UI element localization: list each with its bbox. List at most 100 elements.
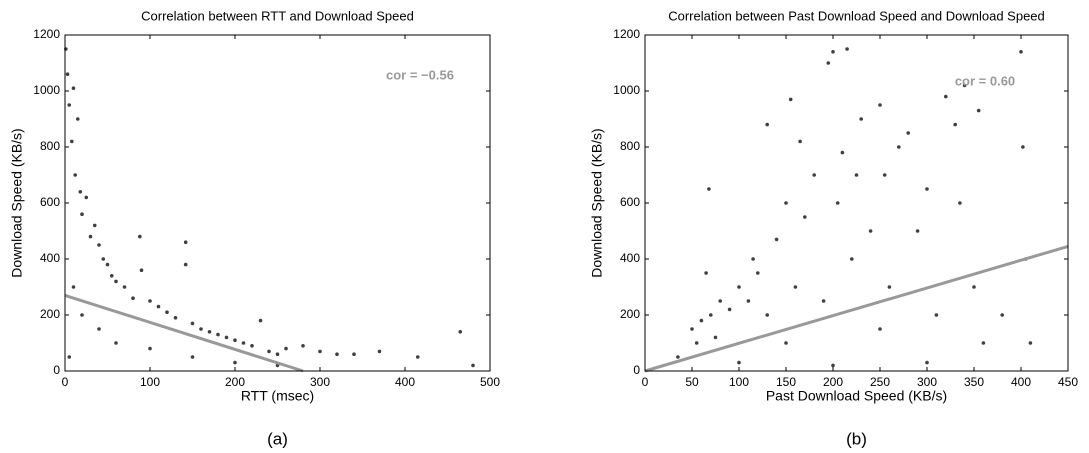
scatter-point: [101, 257, 106, 261]
y-tick-label: 200: [40, 307, 60, 321]
scatter-point: [88, 234, 93, 239]
scatter-point: [944, 94, 948, 99]
scatter-point: [737, 285, 741, 289]
scatter-point: [318, 349, 322, 354]
scatter-point: [713, 335, 718, 340]
scatter-point: [114, 279, 118, 284]
scatter-point: [746, 299, 751, 303]
scatter-point: [165, 310, 169, 315]
scatter-point: [953, 122, 957, 127]
scatter-point: [803, 215, 807, 219]
scatter-point: [65, 72, 70, 76]
y-tick-label: 1200: [613, 27, 640, 41]
scatter-point: [190, 355, 195, 359]
scatter-point: [138, 234, 142, 239]
scatter-point: [71, 86, 76, 90]
scatter-point: [109, 274, 114, 278]
scatter-point: [906, 131, 910, 135]
scatter-point: [73, 173, 77, 177]
scatter-point: [925, 360, 929, 365]
x-tick-label: 50: [685, 375, 699, 389]
scatter-point: [1021, 145, 1025, 149]
scatter-point: [335, 352, 339, 357]
scatter-point: [868, 229, 873, 233]
scatter-point: [84, 195, 89, 200]
scatter-point: [765, 122, 769, 127]
y-axis-label: Download Speed (KB/s): [9, 128, 25, 277]
scatter-point: [105, 262, 110, 267]
scatter-point: [301, 344, 305, 348]
scatter-point: [887, 285, 892, 289]
scatter-point: [826, 61, 831, 65]
scatter-point: [962, 83, 967, 88]
scatter-point: [699, 318, 704, 323]
y-tick-label: 800: [620, 139, 640, 153]
scatter-point: [934, 313, 939, 317]
scatter-point: [704, 271, 708, 275]
scatter-point: [972, 285, 976, 289]
x-tick-label: 100: [140, 375, 160, 389]
scatter-point: [275, 352, 280, 357]
scatter-point: [694, 341, 699, 345]
scatter-point: [707, 187, 711, 191]
x-tick-label: 200: [823, 375, 843, 389]
y-tick-label: 0: [633, 363, 640, 377]
x-tick-label: 200: [225, 375, 245, 389]
x-tick-label: 0: [62, 375, 69, 389]
x-tick-label: 250: [870, 375, 890, 389]
scatter-point: [224, 335, 229, 340]
scatter-point: [80, 212, 84, 216]
scatter-point: [676, 355, 680, 359]
x-tick-label: 400: [395, 375, 415, 389]
y-tick-label: 1200: [33, 27, 60, 41]
caption: (b): [846, 429, 867, 448]
scatter-point: [216, 332, 220, 337]
scatter-point: [250, 344, 254, 348]
fit-line: [644, 244, 1069, 373]
scatter-point: [976, 108, 981, 113]
scatter-point: [258, 318, 263, 323]
scatter-point: [415, 355, 420, 359]
scatter-point: [756, 271, 760, 275]
y-tick-label: 1000: [613, 83, 640, 97]
scatter-point: [788, 97, 793, 102]
scatter-point: [233, 360, 237, 365]
scatter-point: [690, 327, 694, 331]
chart-title: Correlation between Past Download Speed …: [668, 8, 1045, 23]
scatter-point: [190, 321, 195, 326]
scatter-point: [139, 268, 144, 273]
caption: (a): [267, 429, 288, 448]
y-tick-label: 800: [40, 139, 60, 153]
scatter-point: [148, 299, 152, 303]
scatter-point: [798, 139, 802, 144]
x-tick-label: 300: [917, 375, 937, 389]
scatter-point: [70, 139, 74, 144]
scatter-point: [267, 349, 271, 354]
scatter-point: [878, 103, 882, 107]
scatter-point: [878, 327, 882, 331]
scatter-point: [925, 187, 929, 191]
scatter-point: [835, 201, 840, 205]
scatter-point: [812, 173, 816, 177]
scatter-point: [156, 304, 161, 309]
x-axis-label: RTT (msec): [241, 388, 314, 404]
scatter-point: [67, 355, 72, 359]
scatter-point: [183, 240, 188, 244]
x-tick-label: 0: [642, 375, 649, 389]
annotation: cor = −0.56: [386, 67, 454, 82]
scatter-point: [78, 190, 83, 194]
scatter-point: [241, 341, 246, 345]
scatter-point: [882, 173, 887, 177]
scatter-point: [233, 338, 237, 343]
scatter-point: [67, 103, 72, 107]
scatter-point: [751, 257, 755, 261]
x-tick-label: 300: [310, 375, 330, 389]
y-tick-label: 600: [40, 195, 60, 209]
x-tick-label: 150: [776, 375, 796, 389]
scatter-point: [1019, 50, 1023, 54]
scatter-point: [131, 296, 135, 301]
y-tick-label: 0: [53, 363, 60, 377]
scatter-point: [784, 341, 788, 345]
scatter-point: [845, 47, 849, 51]
